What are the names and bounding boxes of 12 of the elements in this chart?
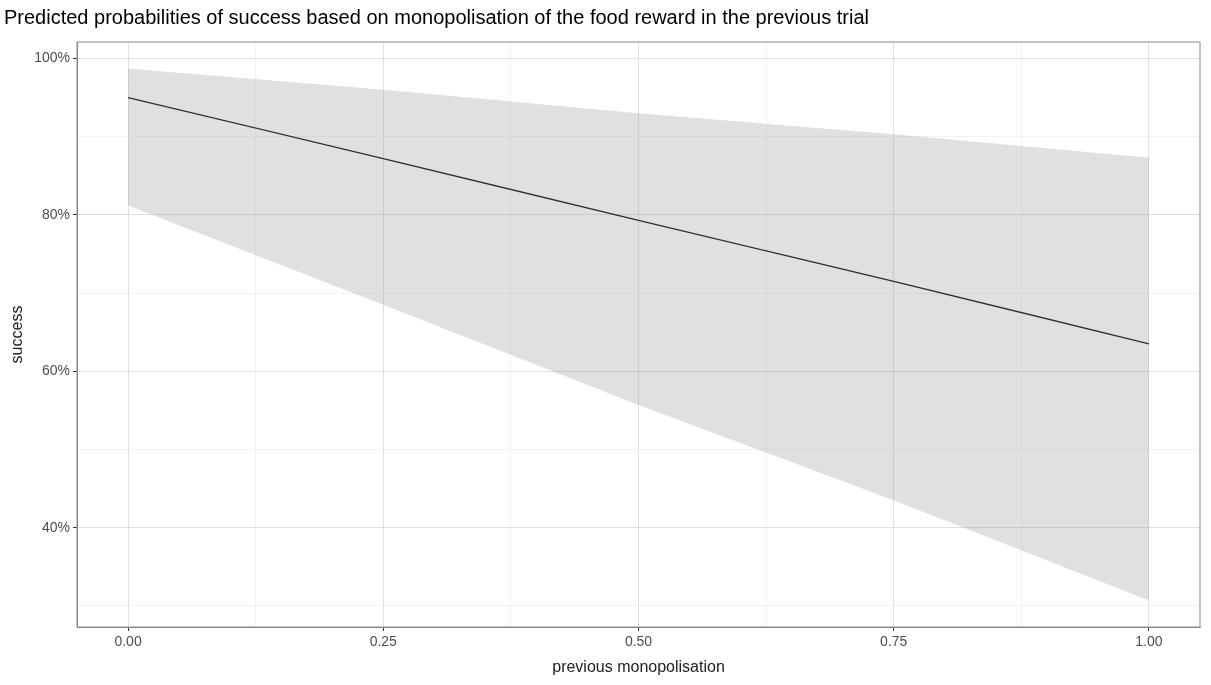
x-tick-label: 1.00	[1135, 633, 1163, 650]
x-axis-title: previous monopolisation	[552, 657, 725, 675]
chart-title: Predicted probabilities of success based on monopolisation of the food reward in the previous trial	[4, 5, 869, 28]
x-tick-label: 0.75	[880, 633, 908, 650]
y-tick-label: 60%	[41, 362, 71, 379]
x-tick-label: 0.00	[114, 633, 142, 650]
x-tick-label: 0.25	[369, 633, 398, 650]
y-tick-label: 100%	[34, 49, 71, 66]
y-tick-label: 80%	[41, 205, 71, 222]
y-axis-title: success	[8, 305, 26, 364]
y-tick-label: 40%	[41, 518, 71, 535]
x-tick-label: 0.50	[624, 633, 653, 650]
